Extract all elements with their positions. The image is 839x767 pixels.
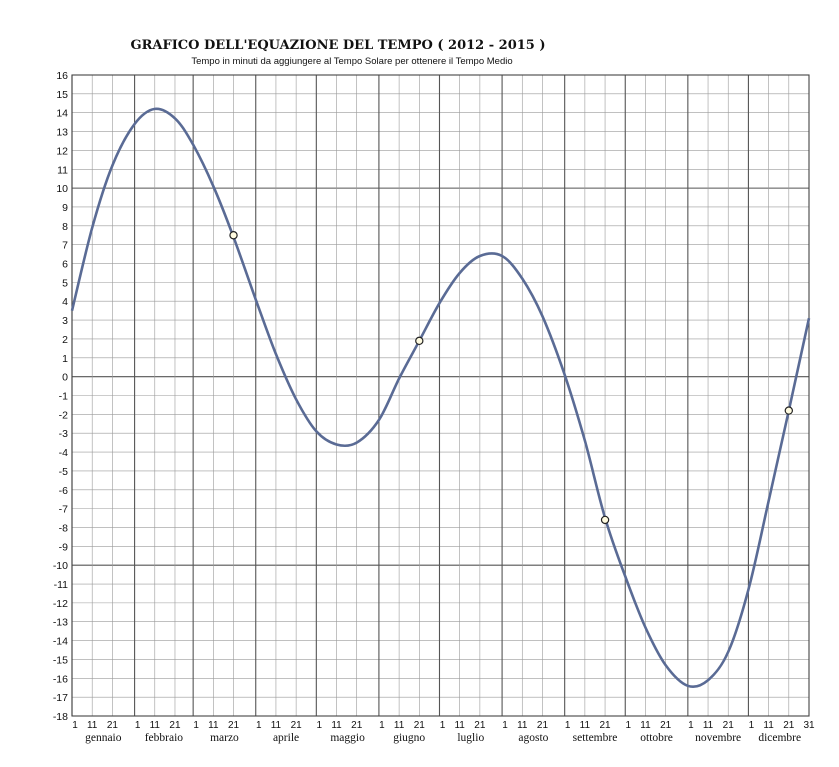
- x-tick-label: 11: [150, 720, 161, 731]
- data-marker: [784, 406, 794, 415]
- x-tick-label: 11: [271, 720, 282, 731]
- x-tick-label: 1: [379, 720, 385, 731]
- month-label: marzo: [210, 732, 239, 744]
- x-tick-label: 1: [625, 720, 631, 731]
- x-tick-label: 21: [169, 720, 181, 731]
- x-tick-label: 21: [783, 720, 795, 731]
- x-tick-label: 11: [87, 720, 98, 731]
- y-tick-label: -15: [53, 654, 68, 666]
- x-tick-label: 21: [414, 720, 426, 731]
- y-tick-label: 3: [62, 315, 68, 327]
- month-label: novembre: [695, 732, 741, 744]
- markers-group: [229, 231, 794, 525]
- x-tick-label: 1: [502, 720, 508, 731]
- month-label: settembre: [573, 732, 618, 744]
- y-tick-label: 11: [57, 164, 68, 176]
- x-tick-label: 1: [440, 720, 446, 731]
- y-tick-label: -4: [59, 447, 68, 459]
- y-tick-label: -8: [59, 522, 68, 534]
- series-line: [70, 107, 811, 689]
- x-tick-label: 1: [193, 720, 199, 731]
- plot-frame: [71, 74, 810, 717]
- y-tick-label: 6: [62, 259, 68, 271]
- y-tick-label: -6: [59, 485, 68, 497]
- x-tick-label: 11: [763, 720, 774, 731]
- x-tick-label: 31: [803, 720, 815, 731]
- y-tick-label: 1: [62, 353, 68, 365]
- y-tick-label: -5: [59, 466, 68, 478]
- y-tick-label: -3: [59, 428, 68, 440]
- y-tick-label: -14: [53, 636, 68, 648]
- y-tick-label: -9: [59, 541, 68, 553]
- month-label: dicembre: [758, 732, 801, 744]
- data-marker: [415, 336, 424, 346]
- y-tick-label: -12: [53, 598, 68, 610]
- y-tick-label: -13: [53, 617, 68, 629]
- chart-title: GRAFICO DELL'EQUAZIONE DEL TEMPO ( 2012 …: [130, 38, 545, 53]
- month-label: aprile: [273, 732, 299, 744]
- y-tick-label: 15: [56, 89, 68, 101]
- y-tick-label: 4: [62, 296, 68, 308]
- x-tick-label: 21: [600, 720, 612, 731]
- x-tick-label: 11: [454, 720, 465, 731]
- y-tick-label: 5: [62, 277, 68, 289]
- y-tick-label: -1: [59, 391, 68, 403]
- x-tick-label: 21: [474, 720, 486, 731]
- y-tick-label: 8: [62, 221, 68, 233]
- x-tick-label: 1: [72, 720, 78, 731]
- y-tick-label: -2: [59, 409, 68, 421]
- y-tick-label: 16: [56, 70, 68, 82]
- x-tick-label: 21: [107, 720, 119, 731]
- y-tick-label: -16: [53, 673, 68, 685]
- x-tick-label: 21: [537, 720, 549, 731]
- x-tick-label: 21: [228, 720, 240, 731]
- y-tick-label: 13: [56, 127, 68, 139]
- y-axis-ticks: 161514131211109876543210-1-2-3-4-5-6-7-8…: [53, 70, 68, 723]
- y-tick-label: 10: [56, 183, 68, 195]
- month-label: gennaio: [85, 732, 122, 744]
- y-tick-label: 9: [62, 202, 68, 214]
- x-tick-label: 11: [331, 720, 342, 731]
- x-tick-label: 11: [703, 720, 714, 731]
- x-tick-label: 11: [640, 720, 651, 731]
- month-label: luglio: [457, 732, 484, 744]
- x-tick-label: 1: [256, 720, 262, 731]
- y-tick-label: 14: [56, 108, 68, 120]
- month-label: ottobre: [640, 732, 673, 744]
- x-tick-label: 21: [723, 720, 735, 731]
- x-tick-label: 11: [580, 720, 591, 731]
- x-tick-label: 11: [208, 720, 219, 731]
- month-label: febbraio: [145, 732, 184, 744]
- y-tick-label: 2: [62, 334, 68, 346]
- y-tick-label: -11: [54, 579, 69, 591]
- month-label: giugno: [393, 732, 425, 744]
- grid: [71, 74, 810, 717]
- month-label: maggio: [330, 732, 365, 744]
- x-tick-label: 1: [688, 720, 694, 731]
- x-tick-label: 21: [351, 720, 363, 731]
- y-tick-label: 12: [56, 145, 68, 157]
- data-marker: [600, 515, 610, 525]
- y-tick-label: 7: [62, 240, 68, 252]
- y-tick-label: -10: [53, 560, 68, 572]
- x-tick-label: 1: [565, 720, 571, 731]
- y-tick-label: 0: [62, 372, 68, 384]
- x-tick-label: 11: [517, 720, 528, 731]
- y-tick-label: -18: [53, 711, 68, 723]
- x-tick-label: 1: [135, 720, 141, 731]
- x-tick-label: 21: [291, 720, 303, 731]
- x-tick-label: 1: [317, 720, 323, 731]
- x-tick-label: 21: [660, 720, 672, 731]
- month-label: agosto: [518, 732, 548, 744]
- y-tick-label: -17: [53, 692, 68, 704]
- x-tick-label: 1: [749, 720, 755, 731]
- x-tick-label: 11: [394, 720, 405, 731]
- y-tick-label: -7: [59, 504, 68, 516]
- data-marker: [229, 231, 238, 240]
- series-group: [70, 107, 811, 689]
- chart-subtitle: Tempo in minuti da aggiungere al Tempo S…: [191, 56, 512, 67]
